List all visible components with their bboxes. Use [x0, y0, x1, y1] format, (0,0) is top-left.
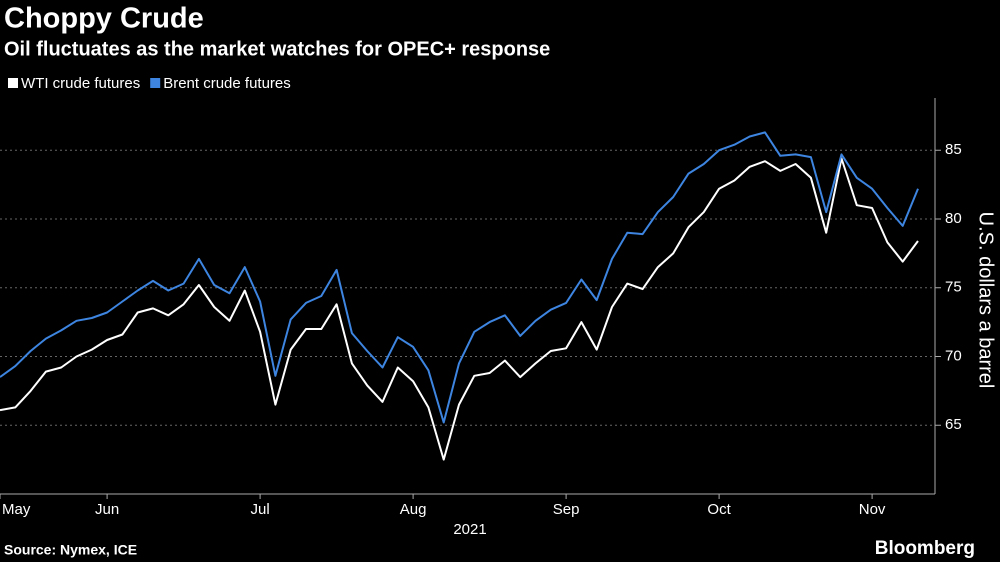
- legend-label: Brent crude futures: [163, 75, 291, 92]
- chart-title: Choppy Crude: [4, 3, 204, 35]
- x-tick-label: Jun: [95, 501, 119, 518]
- x-tick-label: Oct: [707, 501, 731, 518]
- legend-label: WTI crude futures: [21, 75, 140, 92]
- y-tick-label: 80: [945, 210, 962, 227]
- x-tick-label: May: [2, 501, 31, 518]
- x-tick-label: Aug: [400, 501, 427, 518]
- x-axis-label: 2021: [453, 521, 486, 538]
- x-tick-label: Sep: [553, 501, 580, 518]
- y-axis-label: U.S. dollars a barrel: [975, 212, 997, 389]
- line-series: [0, 157, 919, 461]
- source: Source: Nymex, ICE: [4, 542, 137, 558]
- y-tick-label: 70: [945, 347, 962, 364]
- y-tick-label: 65: [945, 416, 962, 433]
- chart-subtitle: Oil fluctuates as the market watches for…: [4, 38, 550, 60]
- y-tick-label: 75: [945, 279, 962, 296]
- legend-swatch: [150, 78, 161, 88]
- x-tick-label: Nov: [859, 501, 886, 518]
- x-tick-label: Jul: [251, 501, 270, 518]
- brand: Bloomberg: [875, 538, 975, 559]
- legend-swatch: [8, 78, 18, 88]
- y-tick-label: 85: [945, 141, 962, 158]
- line-series: [0, 131, 919, 424]
